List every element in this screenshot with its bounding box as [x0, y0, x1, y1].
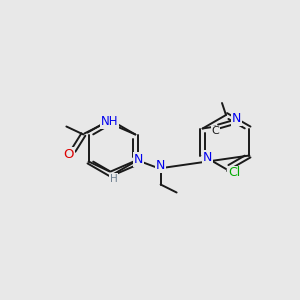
Text: C: C — [212, 127, 220, 136]
Text: NH: NH — [100, 115, 118, 128]
Text: N: N — [156, 159, 165, 172]
Text: N: N — [134, 153, 143, 166]
Text: O: O — [63, 148, 74, 161]
Text: N: N — [232, 112, 241, 125]
Text: H: H — [110, 173, 118, 184]
Text: N: N — [203, 151, 212, 164]
Text: Cl: Cl — [228, 167, 240, 179]
